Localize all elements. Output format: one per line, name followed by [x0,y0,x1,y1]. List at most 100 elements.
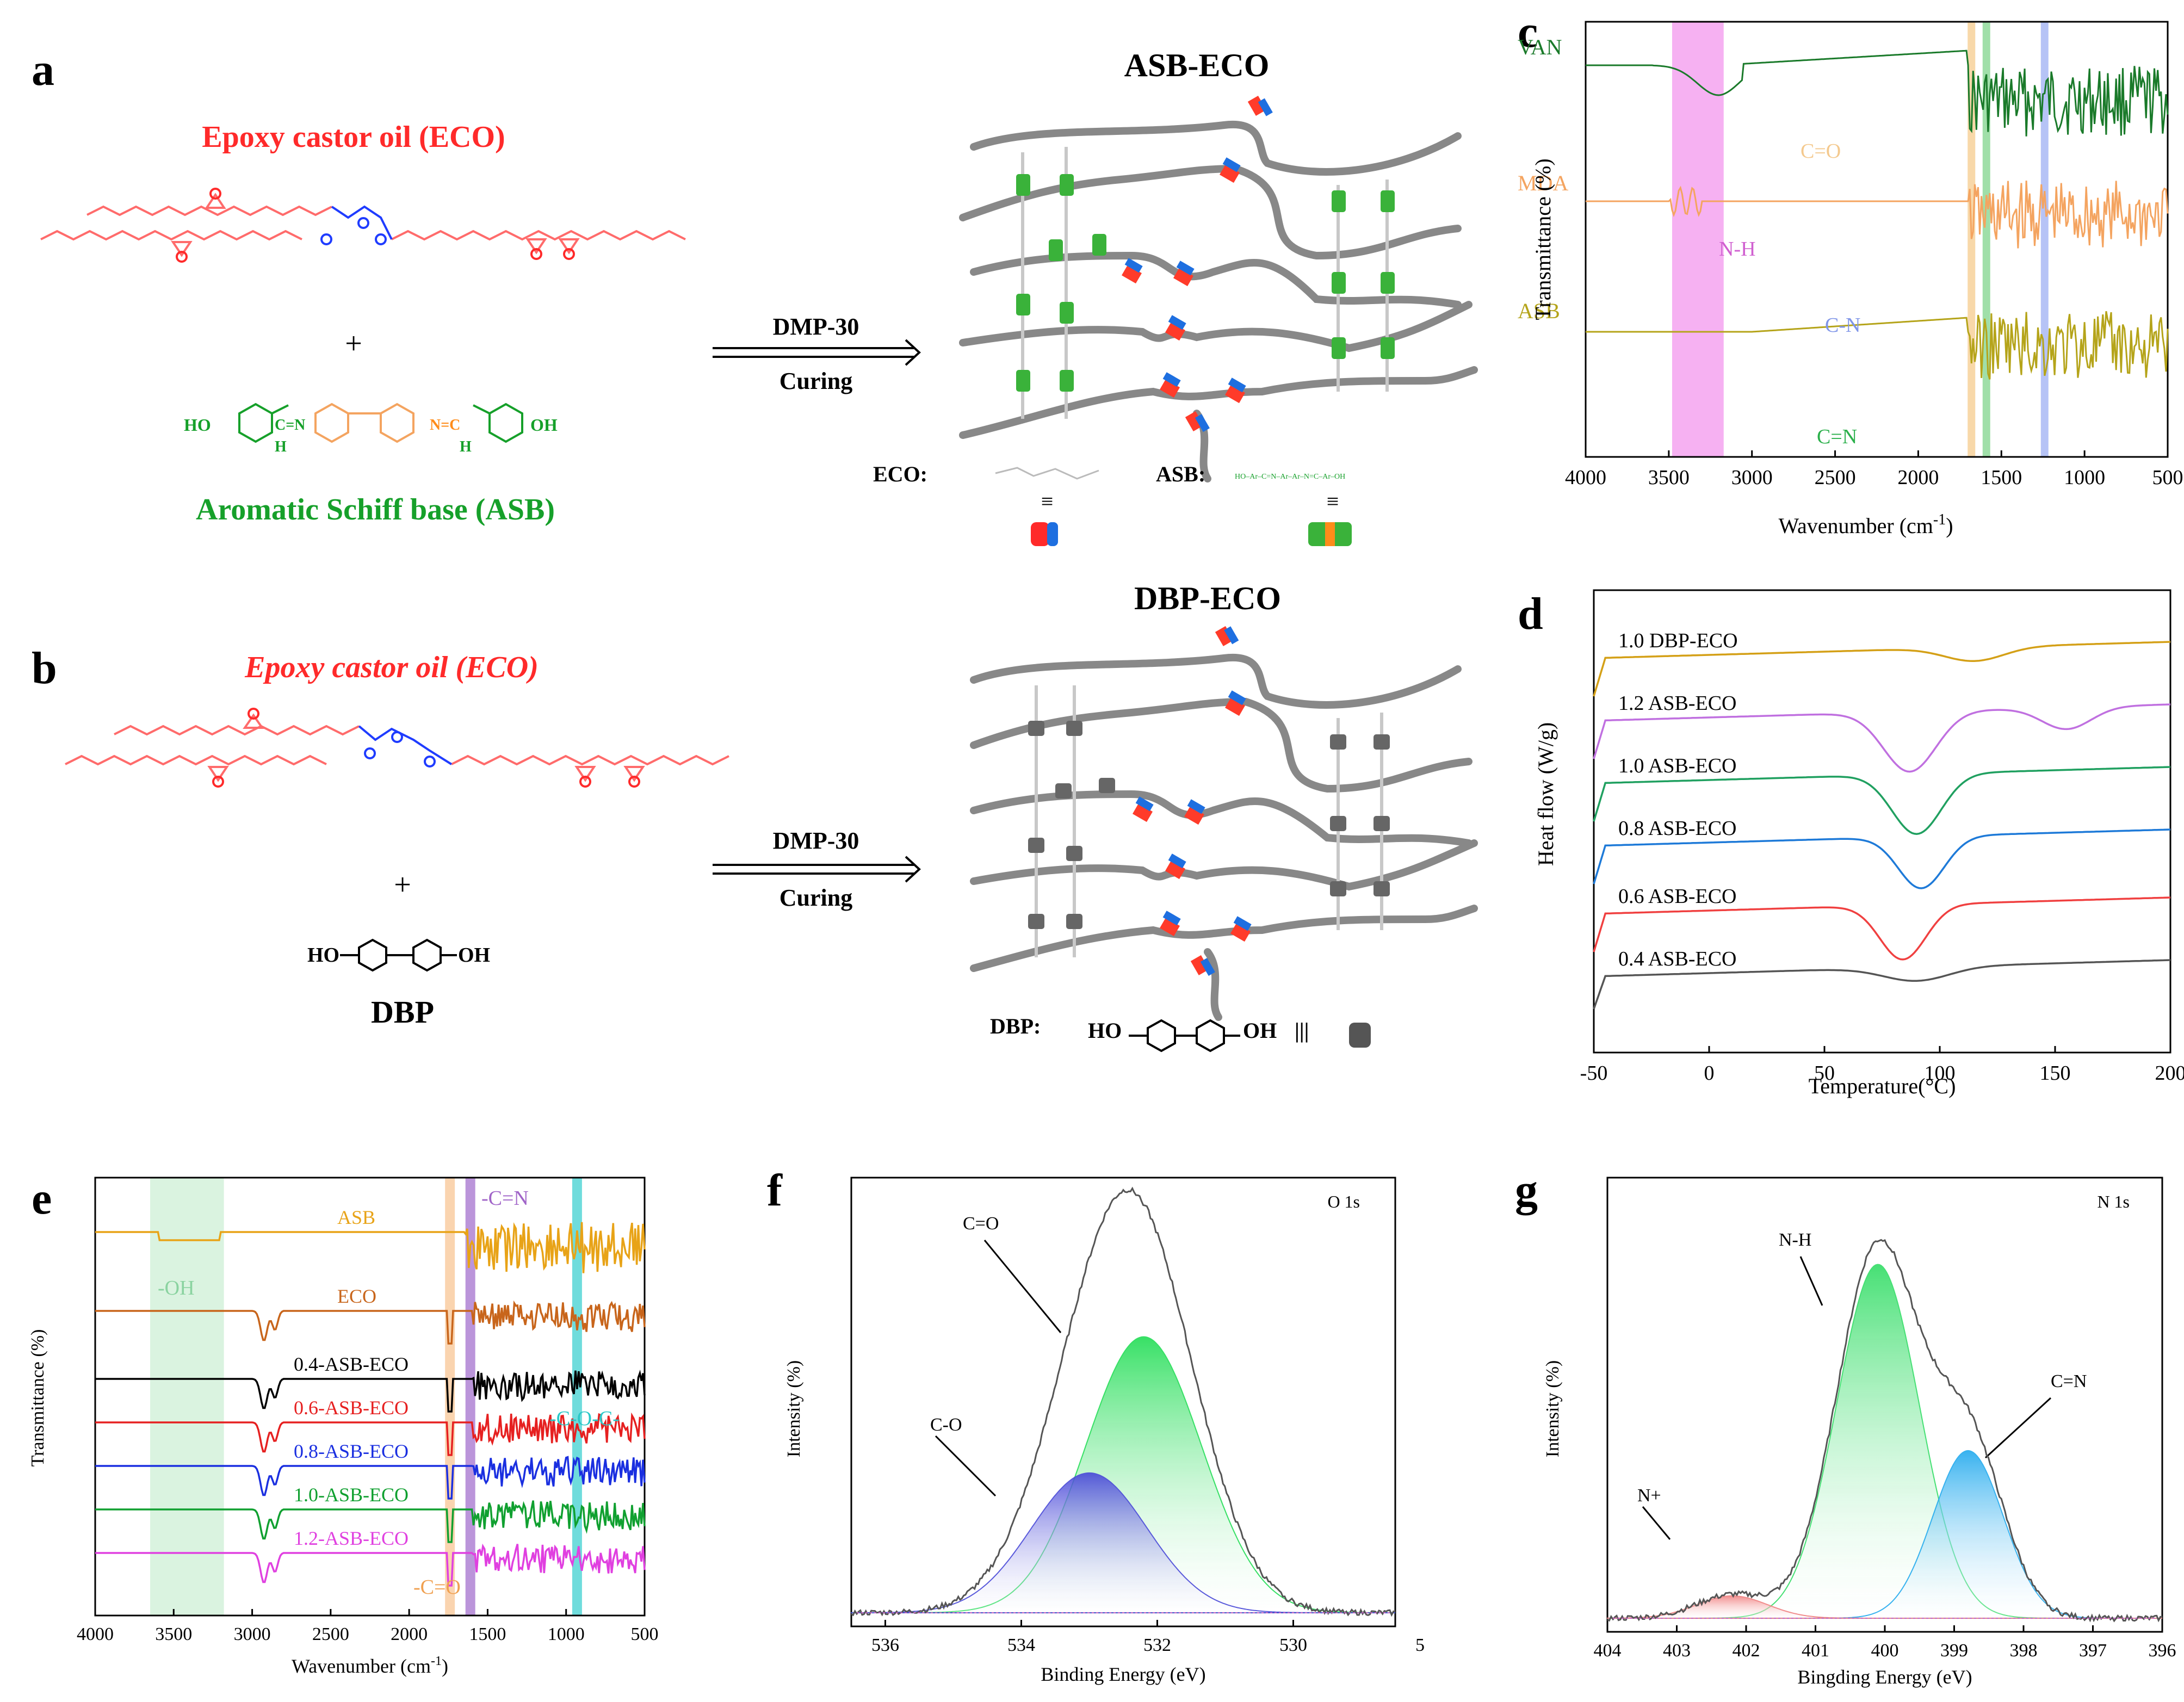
panel-label-a: a [32,45,54,95]
c-series: VAN MDA ASB [1518,35,2169,380]
legend-asb-mini: HO–Ar–C=N–Ar–Ar–N=C–Ar–OH [1235,473,1345,481]
panel-label-d: d [1518,589,1543,639]
e-ylabel: Transmittance (%) [28,1329,48,1467]
dbp-ho: HO [307,944,339,967]
e-bands [150,1178,582,1616]
f-peak-label-0: C=O [963,1214,999,1234]
d-series: 1.0 DBP-ECO 1.2 ASB-ECO 1.0 ASB-ECO 0.8 ASB… [1593,629,2171,1010]
c-band-label-0: N-H [1719,238,1756,261]
c-xtick-label-2500: 2500 [1815,466,1856,489]
g-peaks: N-H C=N N+ [1607,1230,2162,1623]
f-ylabel: Intensity (%) [784,1360,804,1457]
e-xtick-label-3500: 3500 [155,1624,192,1644]
e-series-5 [95,1500,646,1543]
e-series-4 [95,1456,646,1500]
e-xtick-label-1000: 1000 [548,1624,585,1644]
e-xtick-label-1500: 1500 [469,1624,506,1644]
legend-dbp: DBP: [990,1014,1041,1038]
c-xlabel: Wavenumber (cm-1) [1778,511,1953,538]
e-legend-6: 1.2-ASB-ECO [294,1527,409,1549]
e-band-label-2: -C=N [481,1187,529,1210]
network-b-crosslinks [1035,685,1383,957]
e-series: ASB ECO 0.4-ASB-ECO 0.6-ASB-ECO 0.8-ASB-ECO 1… [95,1206,646,1587]
dbp-title: DBP [371,994,434,1030]
g-xtick-label-399: 399 [1940,1641,1968,1661]
e-legend-3: 0.6-ASB-ECO [294,1397,409,1419]
asb-nc-right: N=C [430,417,460,434]
d-xtick-label--50: -50 [1580,1062,1608,1085]
panel-g-xps: N-H C=N N+ 404 403 402 401 400 399 398 397 396 N 1… [1543,1177,2176,1688]
d-legend-4: 0.6 ASB-ECO [1618,885,1736,908]
legend-asb-unit [1308,522,1352,546]
f-xtick-label-528: 528 [1415,1635,1425,1655]
f-xlabel: Binding Energy (eV) [1041,1663,1205,1685]
f-frame [850,1177,1396,1627]
c-band-0 [1672,22,1724,457]
c-series-VAN [1586,49,2169,137]
c-frame [1585,21,2169,458]
g-ticks: 404 403 402 401 400 399 398 397 396 [1594,1625,2176,1661]
g-peak-label-0: N-H [1779,1230,1811,1250]
c-xtick-label-3500: 3500 [1648,466,1690,489]
panel-b-scheme: Epoxy castor oil (ECO) + HO OH DBP DMP-3… [65,580,1478,1053]
e-xtick-label-2500: 2500 [312,1624,349,1644]
panel-label-c: c [1518,7,1538,57]
d-legend-0: 1.0 DBP-ECO [1618,629,1738,652]
asb-h-right: H [460,438,472,455]
c-xtick-label-1000: 1000 [2064,466,2105,489]
panel-f-xps: C=O C-O 536 534 532 530 528 O 1s Intensity (%… [784,1177,1425,1685]
c-series-ASB [1586,311,2169,380]
arrow-bottom-b: Curing [779,884,852,911]
legend-dbp-unit [1349,1023,1371,1048]
e-xtick-label-4000: 4000 [77,1624,114,1644]
c-ylabel: Transmittance (%) [1531,158,1555,320]
e-legend-1: ECO [337,1285,376,1307]
e-band-2 [465,1178,475,1616]
d-ticks: -50 0 50 100 150 200 [1580,1046,2184,1085]
g-peak-arrow-0 [1799,1256,1823,1306]
g-peak-arrow-1 [1984,1397,2052,1459]
d-legend-1: 1.2 ASB-ECO [1618,692,1736,715]
asb-eco-title: ASB-ECO [1124,47,1270,83]
e-ticks: -OH -C=O -C=N -C-O-C- 4000 3500 3000 2500 2000 15… [77,1187,659,1644]
network-a [959,120,1478,482]
e-series-6 [95,1543,646,1587]
d-xtick-label-50: 50 [1814,1062,1835,1085]
g-xtick-label-403: 403 [1663,1641,1691,1661]
g-peak-arrow-2 [1642,1506,1671,1540]
dbp-eco-title: DBP-ECO [1134,580,1281,616]
g-ylabel: Intensity (%) [1543,1360,1563,1457]
asb-oh: OH [530,415,558,435]
e-band-label-1: -C=O [413,1576,461,1599]
eco-structure-b [65,713,729,782]
legend-asb-a: ASB: [1156,462,1205,486]
dbp-structure: HO OH [307,938,490,972]
legend-dbp-rings [1129,1019,1240,1053]
panel-e-ftir: ASB ECO 0.4-ASB-ECO 0.6-ASB-ECO 0.8-ASB-ECO 1… [28,1177,659,1677]
c-legend-ASB: ASB [1518,299,1560,323]
c-band-label-1: C=O [1801,140,1841,163]
arrow-a [713,339,921,366]
plus-a: + [345,327,362,361]
g-peak-label-2: N+ [1637,1486,1661,1506]
legend-equiv-asb: ≡ [1327,489,1339,513]
legend-dbp-ho: HO [1088,1018,1122,1043]
d-series-2 [1593,766,2171,835]
c-ticks: N-H C=O C=N C-N 4000 3500 3000 2500 2000 1500 1000… [1565,140,2183,489]
asb-crosslink-units [1016,174,1395,392]
g-xtick-label-398: 398 [2010,1641,2038,1661]
e-legend-5: 1.0-ASB-ECO [294,1484,409,1506]
d-series-0 [1593,641,2171,697]
e-series-1 [95,1300,646,1345]
f-xtick-label-536: 536 [871,1635,899,1655]
asb-title-a: Aromatic Schiff base (ASB) [196,493,555,527]
f-peak-arrow-1 [935,1435,997,1497]
f-peak-arrow-0 [983,1240,1062,1333]
legend-eco-chain [995,467,1099,480]
asb-cn-left: C=N [275,417,305,434]
legend-dbp-oh: OH [1243,1018,1277,1043]
e-band-label-0: -OH [158,1277,195,1299]
e-xtick-label-2000: 2000 [391,1624,428,1644]
c-band-label-3: C-N [1825,314,1860,337]
d-series-4 [1593,896,2171,961]
